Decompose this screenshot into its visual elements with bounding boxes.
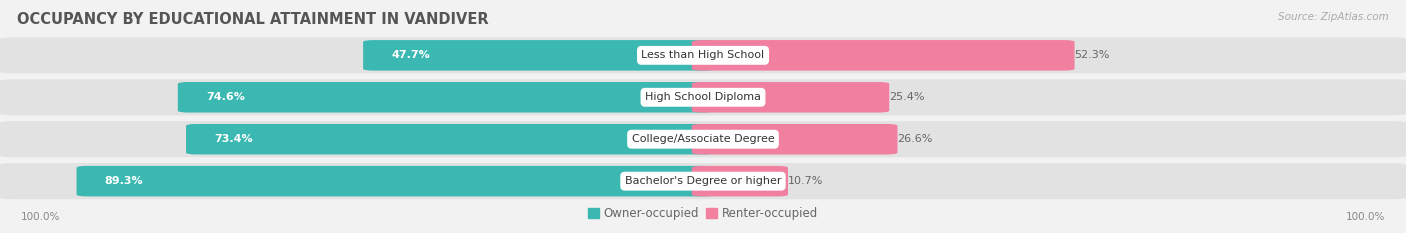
Text: Source: ZipAtlas.com: Source: ZipAtlas.com — [1278, 12, 1389, 22]
Text: 10.7%: 10.7% — [787, 176, 824, 186]
FancyBboxPatch shape — [363, 40, 714, 71]
FancyBboxPatch shape — [692, 82, 889, 113]
Text: 26.6%: 26.6% — [897, 134, 934, 144]
Text: 74.6%: 74.6% — [205, 92, 245, 102]
FancyBboxPatch shape — [692, 166, 787, 196]
FancyBboxPatch shape — [177, 82, 714, 113]
Legend: Owner-occupied, Renter-occupied: Owner-occupied, Renter-occupied — [583, 202, 823, 225]
Text: 25.4%: 25.4% — [889, 92, 925, 102]
Text: 100.0%: 100.0% — [21, 212, 60, 222]
Text: High School Diploma: High School Diploma — [645, 92, 761, 102]
Text: 52.3%: 52.3% — [1074, 50, 1109, 60]
Text: 47.7%: 47.7% — [391, 50, 430, 60]
Text: College/Associate Degree: College/Associate Degree — [631, 134, 775, 144]
Text: 73.4%: 73.4% — [214, 134, 253, 144]
FancyBboxPatch shape — [0, 37, 1406, 73]
Text: 100.0%: 100.0% — [1346, 212, 1385, 222]
FancyBboxPatch shape — [0, 163, 1406, 199]
FancyBboxPatch shape — [76, 166, 714, 196]
Text: Bachelor's Degree or higher: Bachelor's Degree or higher — [624, 176, 782, 186]
Text: OCCUPANCY BY EDUCATIONAL ATTAINMENT IN VANDIVER: OCCUPANCY BY EDUCATIONAL ATTAINMENT IN V… — [17, 12, 488, 27]
FancyBboxPatch shape — [692, 124, 897, 154]
FancyBboxPatch shape — [0, 79, 1406, 115]
FancyBboxPatch shape — [186, 124, 714, 154]
Text: Less than High School: Less than High School — [641, 50, 765, 60]
FancyBboxPatch shape — [0, 121, 1406, 157]
Text: 89.3%: 89.3% — [104, 176, 143, 186]
FancyBboxPatch shape — [692, 40, 1074, 71]
